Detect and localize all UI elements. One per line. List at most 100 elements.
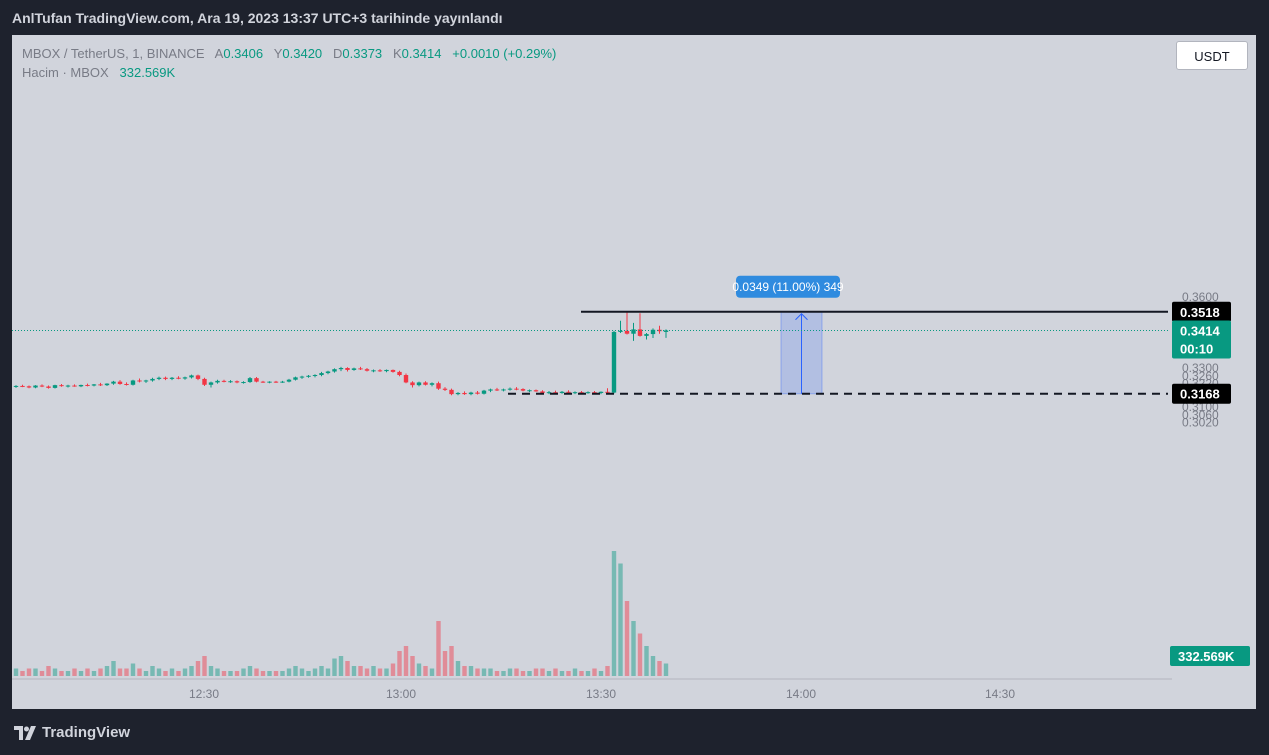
candle-body-6 [52, 385, 58, 388]
candle-body-8 [65, 385, 71, 387]
y-axis-tick-5: 0.3300 [1182, 361, 1219, 375]
volume-bar-54 [364, 668, 370, 676]
volume-bar-19 [137, 668, 142, 676]
volume-bar-64 [429, 668, 435, 676]
candle-body-45 [306, 375, 311, 377]
candle-body-73 [488, 389, 493, 391]
candle-body-13 [98, 384, 103, 386]
volume-bar-6 [52, 668, 58, 676]
volume-bar-52 [351, 666, 357, 676]
candle-body-42 [286, 379, 292, 382]
candle-body-51 [345, 368, 350, 370]
volume-bar-48 [325, 668, 331, 676]
tradingview-brand: TradingView [42, 724, 131, 741]
volume-badge-text: 332.569K [1178, 649, 1235, 664]
candle-body-39 [267, 381, 272, 383]
chart-area[interactable]: 0.36000.35500.35000.34500.33500.33000.32… [12, 35, 1256, 709]
candle-body-49 [332, 369, 337, 372]
volume-bar-55 [371, 666, 376, 676]
candle-body-26 [182, 377, 188, 379]
candle-body-57 [384, 369, 389, 372]
current-price-badge-text-1: 00:10 [1180, 341, 1213, 356]
lower-price-badge-text-0: 0.3168 [1180, 387, 1220, 402]
volume-bar-18 [130, 663, 136, 676]
volume-bar-63 [423, 666, 428, 676]
volume-bar-40 [273, 671, 279, 676]
volume-bar-86 [572, 668, 578, 676]
volume-bar-71 [475, 668, 480, 676]
candle-body-58 [390, 369, 396, 372]
legend-close-label: K [393, 46, 402, 61]
candle-body-12 [91, 384, 97, 386]
candle-body-41 [280, 381, 285, 383]
legend-open-label: A [214, 46, 224, 61]
volume-bar-34 [234, 671, 240, 676]
upper-price-badge-bg [1172, 301, 1231, 322]
x-axis-tick-4: 14:30 [985, 687, 1015, 701]
candle-body-71 [475, 392, 480, 394]
candle-body-87 [579, 392, 584, 394]
candle-body-83 [553, 392, 558, 394]
volume-bar-49 [332, 658, 337, 676]
candle-body-62 [416, 382, 422, 386]
volume-bar-50 [338, 656, 344, 676]
candle-body-86 [572, 392, 578, 394]
volume-bar-66 [442, 651, 448, 676]
volume-bar-11 [85, 668, 90, 676]
candle-body-72 [481, 390, 487, 394]
volume-bar-87 [579, 671, 584, 676]
volume-bar-77 [514, 668, 519, 676]
candle-body-11 [85, 384, 90, 386]
candle-body-55 [371, 370, 376, 372]
candle-body-33 [228, 381, 233, 383]
current-price-badge-bg [1172, 320, 1231, 359]
volume-bar-76 [507, 668, 513, 676]
volume-bar-30 [208, 666, 214, 676]
candle-body-67 [449, 389, 454, 395]
volume-bar-43 [293, 666, 298, 676]
candle-body-27 [189, 375, 194, 378]
volume-bar-1 [20, 671, 25, 676]
volume-bar-80 [533, 668, 539, 676]
candle-body-3 [33, 385, 38, 388]
volume-bar-61 [410, 656, 415, 676]
publish-header: AnlTufan TradingView.com, Ara 19, 2023 1… [12, 10, 503, 26]
volume-bar-95 [631, 621, 636, 676]
volume-bar-82 [546, 671, 552, 676]
volume-bar-37 [254, 668, 259, 676]
price-chart[interactable]: 0.36000.35500.35000.34500.33500.33000.32… [12, 35, 1256, 709]
candle-body-48 [325, 371, 331, 374]
candle-body-46 [312, 375, 318, 377]
candle-body-63 [423, 382, 428, 385]
tradingview-logo[interactable]: TradingView [14, 724, 130, 741]
candle-body-64 [429, 383, 435, 385]
volume-bar-94 [624, 601, 630, 676]
y-axis-tick-12: 0.3020 [1182, 416, 1219, 430]
volume-bar-0 [13, 668, 19, 676]
candle-body-44 [299, 376, 305, 378]
volume-bar-20 [143, 671, 149, 676]
volume-bar-47 [319, 666, 324, 676]
candle-body-18 [130, 380, 136, 385]
candle-body-38 [260, 381, 266, 383]
volume-bar-96 [637, 633, 643, 676]
volume-bar-98 [650, 656, 656, 676]
legend-symbol: MBOX / TetherUS, 1, BINANCE [22, 46, 205, 61]
y-axis-tick-11: 0.3060 [1182, 408, 1219, 422]
volume-bar-16 [117, 668, 123, 676]
current-price-badge-text-0: 0.3414 [1180, 323, 1221, 338]
currency-button[interactable]: USDT [1176, 41, 1248, 70]
volume-bar-36 [247, 666, 253, 676]
x-axis-tick-2: 13:30 [586, 687, 616, 701]
legend-close: 0.3414 [401, 46, 442, 61]
volume-bar-15 [111, 661, 116, 676]
candle-body-85 [566, 391, 571, 393]
upper-price-badge-text-0: 0.3518 [1180, 305, 1220, 320]
candle-body-0 [13, 385, 19, 387]
legend-low-label: D [333, 46, 343, 61]
volume-bar-51 [345, 661, 350, 676]
volume-bar-12 [91, 671, 97, 676]
x-axis-tick-3: 14:00 [786, 687, 816, 701]
volume-bar-9 [72, 668, 77, 676]
candle-body-97 [644, 334, 649, 336]
